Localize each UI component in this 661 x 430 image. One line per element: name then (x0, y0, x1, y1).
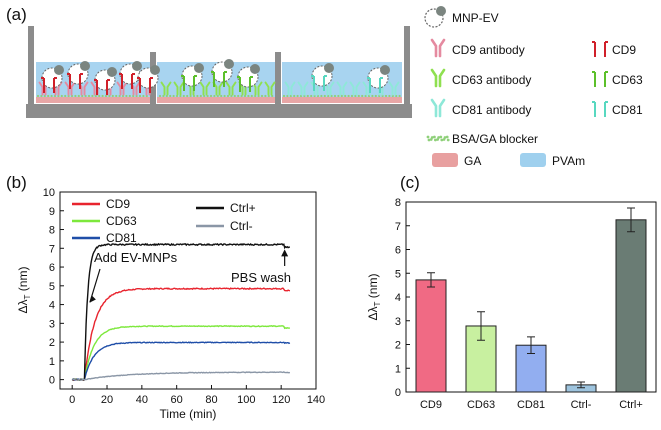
legend-label-cd9: CD9 (612, 43, 636, 57)
cd63-antibody-icon (432, 70, 444, 86)
legend-label-cd81-antibody: CD81 antibody (452, 103, 531, 117)
y-tick-label-c: 8 (395, 197, 401, 209)
magnetic-nanoparticle-icon (436, 6, 446, 16)
y-tick-label-b: 3 (49, 318, 55, 330)
panel-label-a: (a) (6, 5, 27, 24)
legend-label-cd63: CD63 (106, 214, 137, 228)
legend-label-mnp-ev: MNP-EV (452, 11, 499, 25)
cd63-receptor-icon (592, 72, 608, 87)
category-label-ctrl-neg: Ctrl- (571, 399, 592, 411)
bar-ctrl-neg (616, 220, 646, 392)
x-tick-label-b: 140 (307, 394, 325, 406)
legend-label-cd63-antibody: CD63 antibody (452, 73, 531, 87)
legend-label-ctrl-: Ctrl- (230, 219, 253, 233)
annotation-pbs-wash: PBS wash (231, 270, 291, 285)
y-tick-label-b: 9 (49, 206, 55, 218)
x-axis-title-b: Time (min) (160, 407, 217, 421)
legend-label-cd63: CD63 (612, 73, 643, 87)
y-tick-label-b: 4 (49, 300, 55, 312)
legend-mnp-ev: MNP-EV (425, 6, 499, 27)
annotation-add-ev-mnps: Add EV-MNPs (94, 250, 178, 265)
x-tick-label-b: 100 (237, 394, 255, 406)
chamber-wall-left (28, 26, 34, 118)
y-axis-title-b: ΔλT (nm) (16, 267, 32, 314)
x-tick-label-b: 40 (136, 394, 148, 406)
legend-ga: GA (432, 153, 481, 168)
legend-label-ctrl-: Ctrl+ (230, 201, 256, 215)
y-tick-label-c: 3 (395, 316, 401, 328)
series-line-ctrl- (72, 372, 290, 380)
cd9-antibody-icon (432, 40, 444, 56)
y-tick-label-b: 5 (49, 281, 55, 293)
legend-label-ga: GA (464, 154, 481, 168)
legend-pvam: PVAm (520, 153, 585, 168)
legend-b: CD9 CD63 CD81 Ctrl+ Ctrl- (72, 197, 256, 245)
series-line-cd9 (72, 288, 290, 380)
y-tick-label-b: 6 (49, 262, 55, 274)
y-tick-label-c: 5 (395, 268, 401, 280)
binding-kinetics-chart: 0 20 40 60 80 100 120 140 0 1 2 3 4 5 6 7 8 9 10 Time (min… (16, 187, 325, 421)
y-tick-label-c: 7 (395, 221, 401, 233)
y-tick-label-b: 8 (49, 225, 55, 237)
pvam-swatch (520, 153, 546, 167)
chamber-wall-right (404, 26, 410, 118)
y-tick-label-b: 7 (49, 243, 55, 255)
legend-cd63-antibody: CD63 antibody (432, 70, 531, 87)
panel-label-b: (b) (6, 173, 27, 192)
legend-cd81-antibody: CD81 antibody (432, 100, 531, 117)
legend-label-cd81: CD81 (106, 231, 137, 245)
y-tick-label-c: 4 (395, 292, 401, 304)
legend-label-cd81: CD81 (612, 103, 643, 117)
bar-cd9 (416, 280, 446, 392)
category-label-cd81: CD81 (517, 399, 545, 411)
legend-label-blocker: BSA/GA blocker (452, 132, 538, 146)
schematic-legend: MNP-EV CD9 antibody CD63 antibody CD81 a… (425, 6, 643, 168)
category-label-cd9: CD9 (420, 399, 442, 411)
y-tick-label-b: 1 (49, 356, 55, 368)
cd81-receptor-icon (592, 102, 608, 117)
y-tick-label-b: 0 (49, 375, 55, 387)
y-tick-label-b: 10 (43, 187, 55, 199)
y-tick-label-b: 2 (49, 337, 55, 349)
arrow-pbs-wash (281, 249, 288, 266)
figure: (a) (b) (c) MNP-EV (0, 0, 661, 425)
category-label-ctrl-neg: Ctrl+ (619, 399, 643, 411)
legend-cd9-antibody: CD9 antibody (432, 40, 525, 57)
legend-cd81: CD81 (592, 102, 643, 117)
y-tick-label-c: 6 (395, 245, 401, 257)
y-tick-label-c: 2 (395, 340, 401, 352)
legend-label-cd9: CD9 (106, 197, 130, 211)
category-label-cd63: CD63 (467, 399, 495, 411)
arrow-add-ev-mnps (90, 269, 100, 302)
x-tick-label-b: 120 (272, 394, 290, 406)
legend-cd63: CD63 (592, 72, 643, 87)
legend-label-pvam: PVAm (552, 154, 585, 168)
legend-blocker: BSA/GA blocker (427, 132, 538, 146)
series-line-cd81 (72, 342, 290, 380)
y-tick-label-c: 1 (395, 363, 401, 375)
cd9-receptor-icon (592, 42, 608, 57)
sensor-schematic (26, 26, 412, 118)
x-tick-label-b: 80 (205, 394, 217, 406)
y-axis-title-c: ΔλT (nm) (366, 274, 382, 321)
legend-cd9: CD9 (592, 42, 636, 57)
panel-label-c: (c) (400, 173, 420, 192)
x-tick-label-b: 0 (69, 394, 75, 406)
blocker-icon (427, 136, 450, 142)
x-tick-label-b: 60 (171, 394, 183, 406)
y-tick-label-c: 0 (395, 387, 401, 399)
ga-swatch (432, 153, 458, 167)
endpoint-bar-chart: 0 1 2 3 4 5 6 7 8 CD9 CD63 CD81 Ctrl- Ctrl+ ΔλT (nm) (366, 197, 656, 411)
cd81-antibody-icon (432, 100, 444, 116)
x-tick-label-b: 20 (101, 394, 113, 406)
legend-label-cd9-antibody: CD9 antibody (452, 43, 525, 57)
chip-base (26, 104, 412, 118)
